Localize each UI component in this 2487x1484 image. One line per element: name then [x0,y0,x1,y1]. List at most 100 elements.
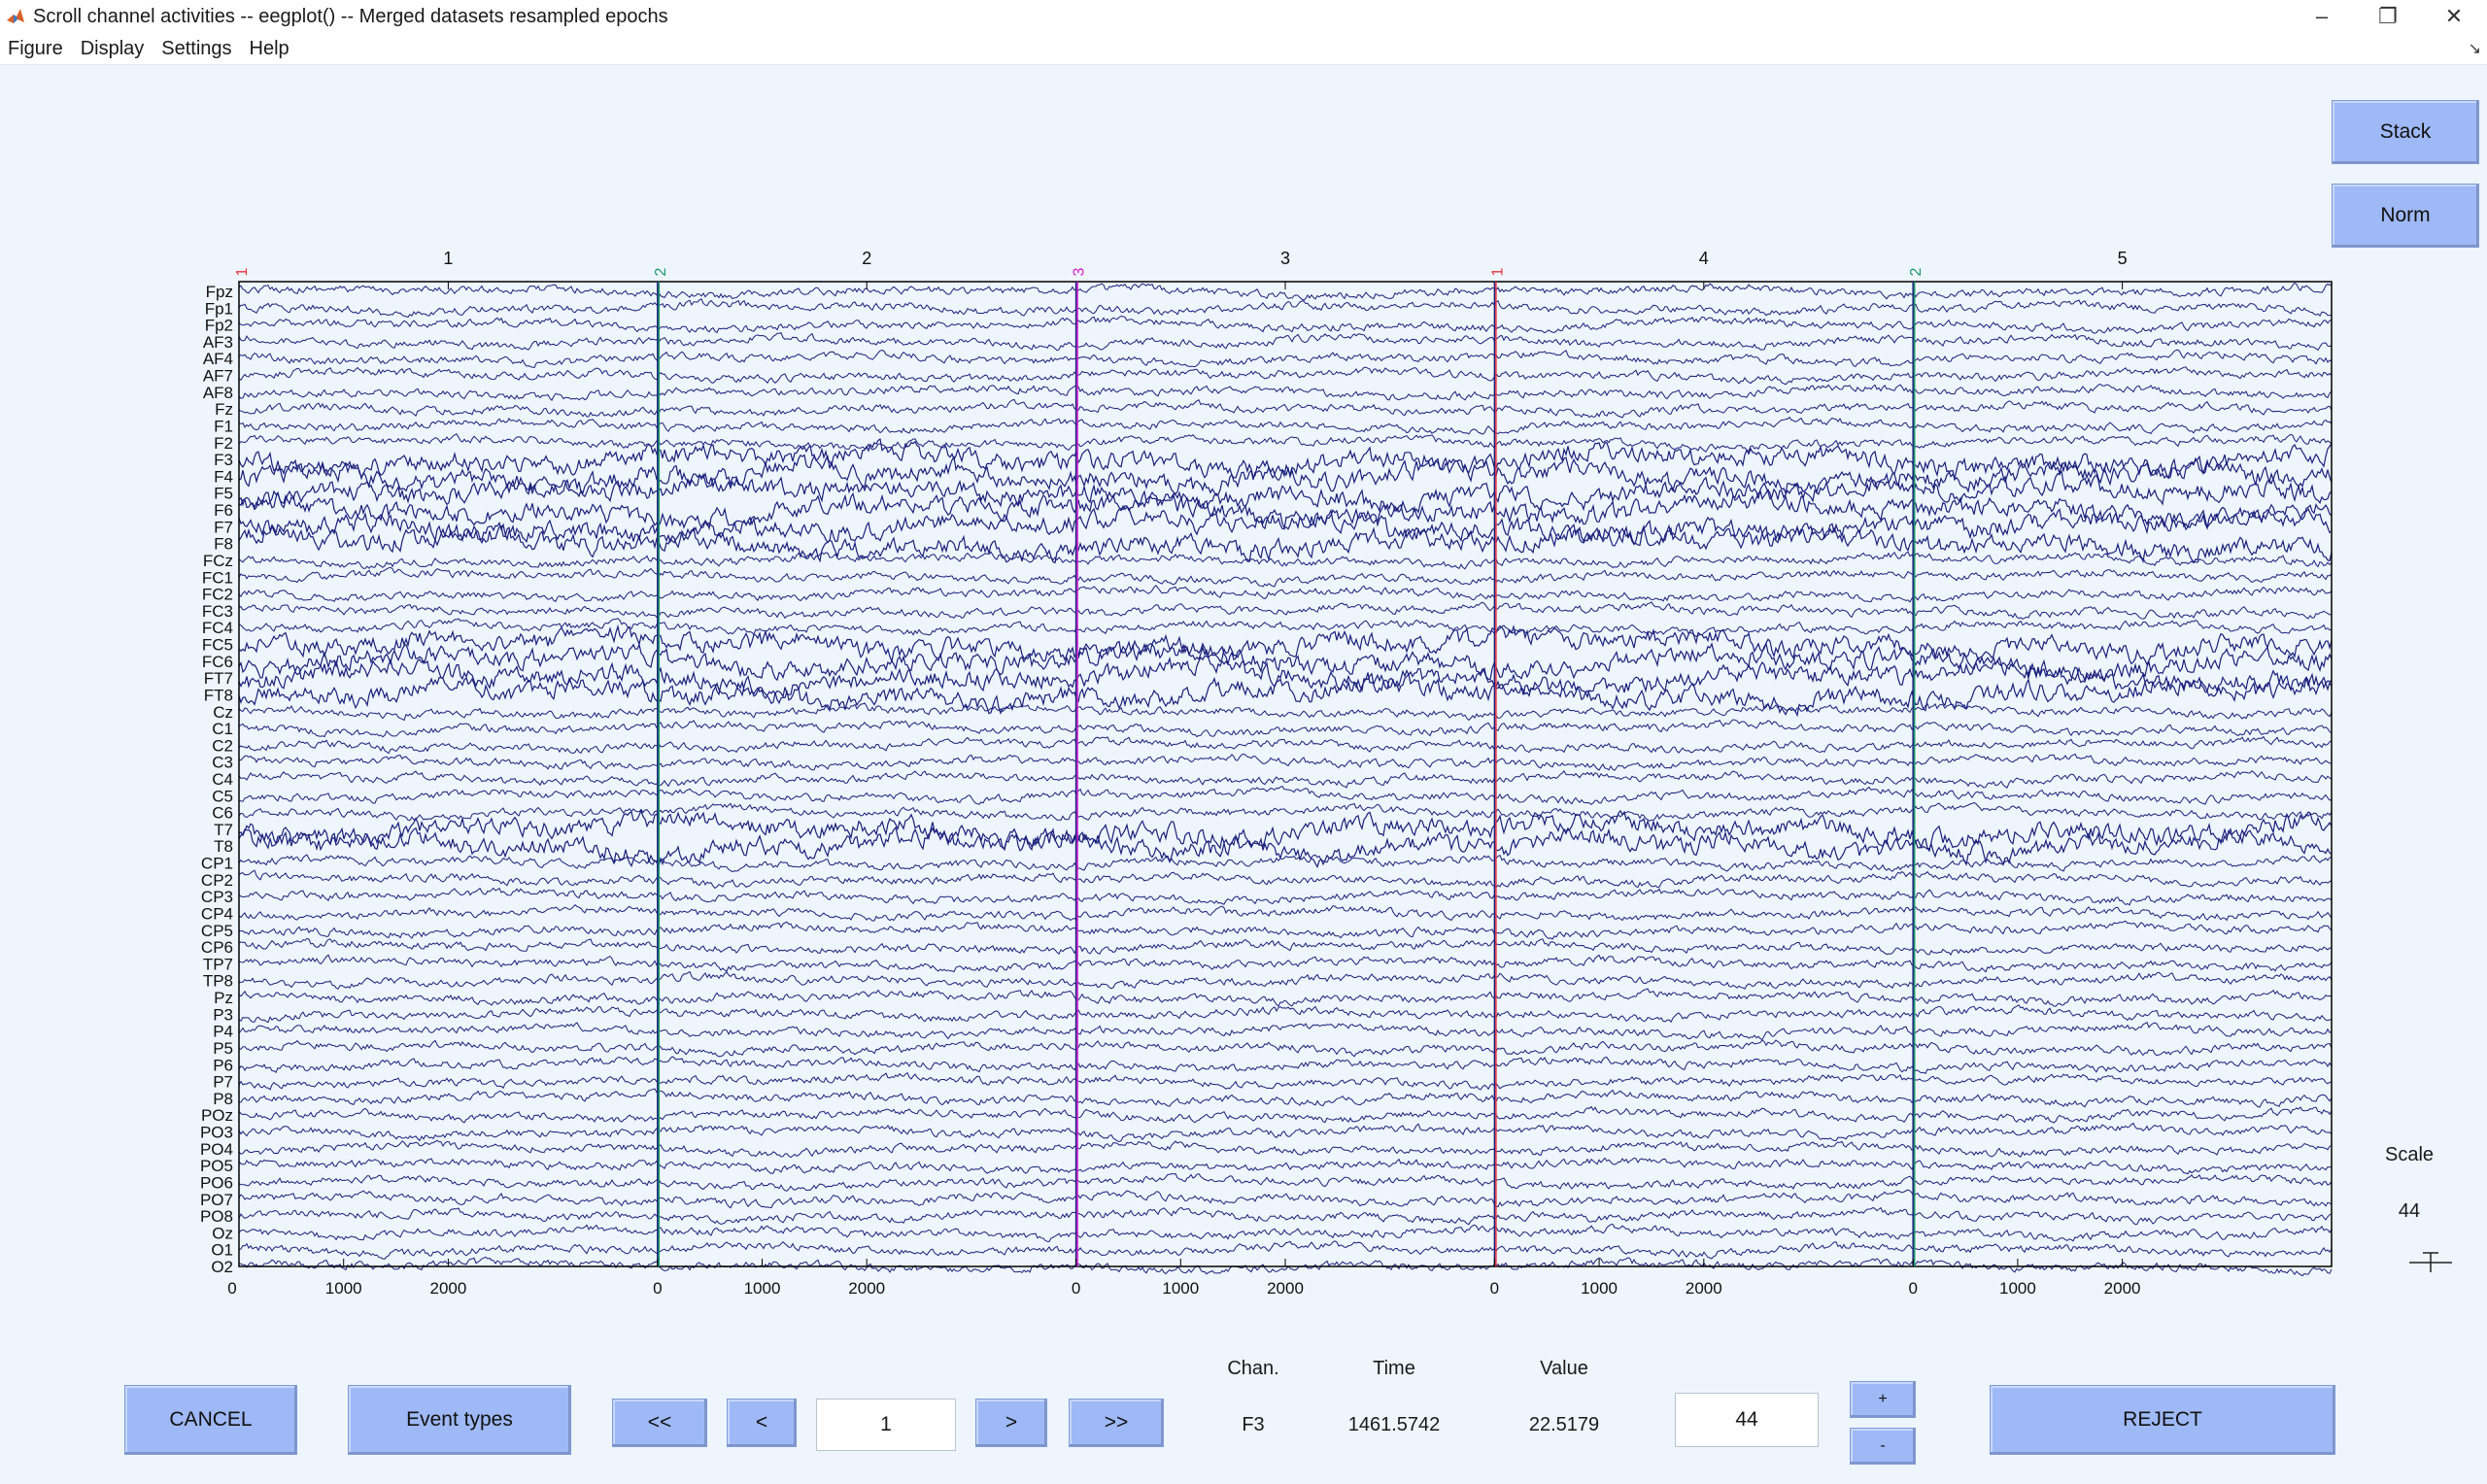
channel-label-fcz: FCz [203,552,233,570]
matlab-icon [7,9,24,23]
x-tick-label: 1000 [1581,1279,1618,1298]
menu-settings[interactable]: Settings [161,37,232,59]
stack-button[interactable]: Stack [2332,100,2479,164]
channel-label-fp1: Fp1 [205,299,233,318]
close-icon[interactable]: ✕ [2444,4,2464,28]
minimize-icon[interactable]: – [2315,4,2329,28]
channel-label-c3: C3 [212,754,233,772]
trace-o2 [238,1256,2333,1277]
channel-label-fc5: FC5 [202,636,233,655]
trace-oz [238,1223,2333,1243]
dock-arrow-icon[interactable]: ↘ [2468,41,2481,57]
trace-cz [238,702,2333,722]
x-tick-label: 1000 [1162,1279,1199,1298]
first-page-button[interactable]: << [612,1399,707,1447]
chan-value: F3 [1242,1414,1265,1435]
trace-f8 [238,523,2333,564]
window-title: Scroll channel activities -- eegplot() -… [33,5,668,27]
epoch-number-2: 2 [862,249,871,268]
event-label-3: 3 [1072,267,1088,276]
trace-f5 [238,469,2333,514]
event-label-1: 1 [234,267,251,276]
marker-group: 1 1 2 2 3 3 1 4 2 5 [234,249,2128,1266]
scale-label: Scale [2384,1144,2435,1165]
trace-af4 [238,349,2333,368]
trace-f3 [238,438,2333,482]
channel-label-cp4: CP4 [201,904,233,923]
channel-label-f7: F7 [214,518,233,536]
last-page-button[interactable]: >> [1069,1399,1164,1447]
channel-label-f5: F5 [214,485,233,503]
trace-cp5 [238,920,2333,940]
norm-button[interactable]: Norm [2332,184,2479,248]
trace-fc6 [238,640,2333,683]
channel-label-ft8: FT8 [204,686,233,704]
x-tick-label: 0 [227,1279,236,1298]
trace-p4 [238,1021,2333,1041]
reject-button[interactable]: REJECT [1990,1385,2335,1455]
channel-label-p3: P3 [213,1005,233,1024]
menu-display[interactable]: Display [80,37,145,59]
event-types-button[interactable]: Event types [348,1385,571,1455]
channel-label-p8: P8 [213,1090,233,1108]
channel-label-po7: PO7 [200,1191,233,1209]
trace-po4 [238,1139,2333,1159]
channel-label-p4: P4 [213,1023,233,1041]
x-tick-label: 1000 [744,1279,781,1298]
trace-group [238,282,2333,1277]
restore-icon[interactable]: ❐ [2378,4,2398,28]
channel-label-po8: PO8 [200,1207,233,1226]
event-label-4: 1 [1489,267,1506,276]
trace-fc4 [238,618,2333,637]
channel-label-c6: C6 [212,804,233,823]
channel-label-t8: T8 [214,837,233,856]
title-bar: Scroll channel activities -- eegplot() -… [0,0,2487,33]
channel-label-f2: F2 [214,434,233,453]
channel-label-t7: T7 [214,821,233,839]
trace-po5 [238,1157,2333,1175]
x-tick-label: 0 [1072,1279,1080,1298]
next-page-button[interactable]: > [975,1399,1047,1447]
channel-label-f1: F1 [214,417,233,435]
trace-fc1 [238,566,2333,588]
trace-f1 [238,416,2333,435]
trace-af8 [238,384,2333,401]
x-tick-label: 2000 [1267,1279,1304,1298]
trace-fc2 [238,585,2333,603]
trace-f2 [238,433,2333,453]
x-tick-label: 1000 [1999,1279,2036,1298]
scale-increase-button[interactable]: + [1850,1381,1916,1418]
trace-p7 [238,1071,2333,1091]
channel-labels: FpzFp1Fp2AF3AF4AF7AF8FzF1F2F3F4F5F6F7F8F… [200,283,233,1276]
trace-f4 [238,454,2333,498]
channel-label-cp2: CP2 [201,871,233,890]
trace-cp3 [238,887,2333,906]
prev-page-button[interactable]: < [727,1399,797,1447]
page-input[interactable]: 1 [816,1399,956,1451]
scale-value: 44 [2398,1200,2421,1222]
trace-po7 [238,1189,2333,1209]
scale-input[interactable]: 44 [1675,1393,1819,1447]
channel-label-p6: P6 [213,1056,233,1074]
channel-label-af4: AF4 [203,350,233,368]
channel-label-f6: F6 [214,501,233,520]
channel-label-af8: AF8 [203,384,233,402]
trace-fz [238,398,2333,419]
channel-label-po6: PO6 [200,1173,233,1192]
x-axis: 0 1000 2000 0 1000 2000 0 1000 2000 0 1000 2000 0 100… [227,1259,2141,1298]
menu-help[interactable]: Help [249,37,290,59]
channel-label-tp8: TP8 [203,972,233,991]
trace-po3 [238,1122,2333,1143]
menu-figure[interactable]: Figure [8,37,63,59]
menu-bar: Figure Display Settings Help ↘ [0,33,2487,65]
x-tick-label: 0 [653,1279,662,1298]
epoch-number-4: 4 [1699,249,1709,268]
channel-label-fpz: Fpz [206,283,233,301]
x-tick-label: 2000 [429,1279,466,1298]
scale-decrease-button[interactable]: - [1850,1428,1916,1465]
cancel-button[interactable]: CANCEL [124,1385,297,1455]
epoch-number-3: 3 [1280,249,1290,268]
trace-t8 [238,826,2333,869]
